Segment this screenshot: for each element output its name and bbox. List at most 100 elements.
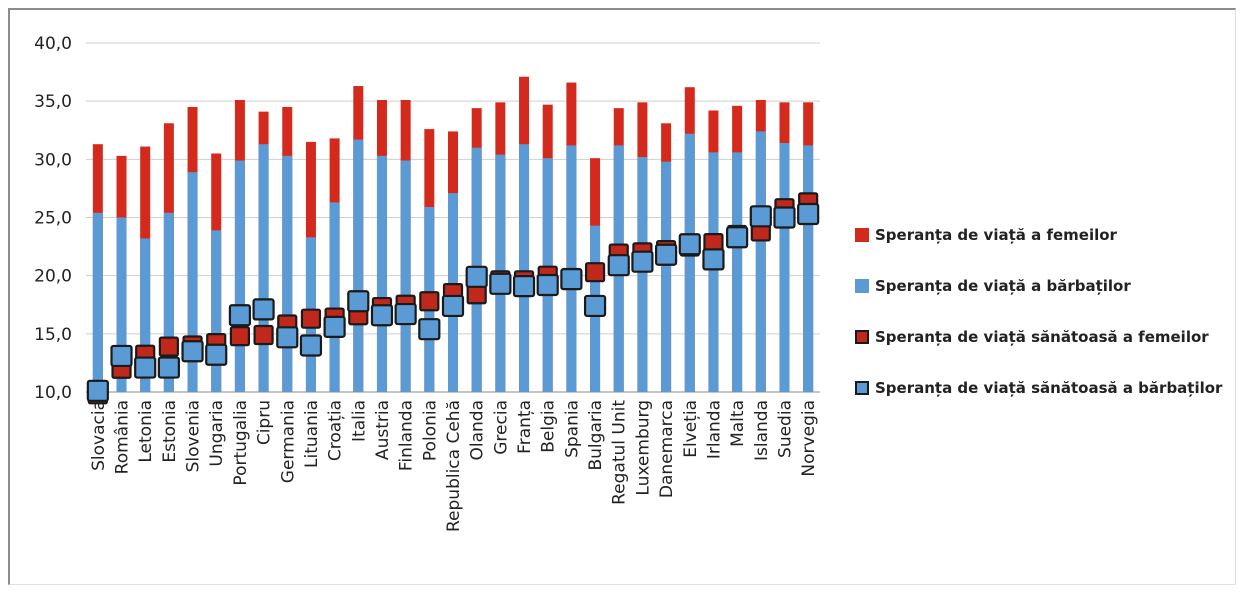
x-tick-label-finlanda: Finlanda (397, 400, 417, 471)
bar-men-elvetia (684, 133, 695, 393)
legend-item-healthy-women: Speranța de viață sănătoasă a femeilor (855, 322, 1240, 352)
y-axis-tick-labels: 10,0 15,0 20,0 25,0 30,0 35,0 40,0 (34, 34, 72, 403)
marker-healthy-men-finlanda (394, 302, 417, 326)
marker-healthy-men-polonia (418, 318, 441, 341)
marker-healthy-women-olanda (466, 284, 487, 305)
x-tick-label-elvetia: Elveția (681, 400, 701, 458)
marker-healthy-men-elvetia (678, 233, 701, 256)
bar-men-germania (282, 155, 293, 392)
bar-men-austria (376, 155, 387, 392)
bar-men-romania (116, 217, 127, 392)
marker-healthy-men-estonia (157, 356, 180, 379)
bar-men-suedia (779, 143, 790, 392)
x-tick-label-croatia: Croația (326, 400, 346, 461)
marker-healthy-men-germania (276, 326, 299, 349)
y-tick-label: 35,0 (34, 92, 72, 112)
x-tick-label-suedia: Suedia (775, 400, 795, 458)
marker-healthy-men-letonia (134, 356, 157, 379)
marker-healthy-men-slovacia (86, 379, 109, 402)
marker-healthy-men-luxemburg (631, 250, 654, 273)
bar-men-malta (732, 152, 743, 392)
y-tick-label: 25,0 (34, 209, 72, 229)
bar-men-slovacia (92, 212, 103, 392)
marker-healthy-men-austria (370, 304, 394, 327)
legend-swatch-women (855, 228, 869, 242)
bar-men-irlanda (708, 152, 719, 392)
x-tick-label-lituania: Lituania (302, 400, 322, 468)
x-tick-label-polonia: Polonia (420, 400, 440, 461)
legend-label-women: Speranța de viață a femeilor (875, 226, 1117, 244)
x-axis-category-labels: Slovacia România Letonia Estonia Slovenia Ung… (89, 400, 819, 532)
marker-healthy-men-belgia (536, 273, 559, 297)
legend-swatch-men (855, 279, 869, 293)
bar-men-cipru (258, 144, 269, 392)
x-tick-label-slovacia: Slovacia (89, 400, 109, 471)
marker-healthy-men-malta (726, 226, 749, 249)
x-tick-label-franta: Franța (515, 400, 535, 454)
y-tick-label: 30,0 (34, 150, 72, 170)
x-tick-label-belgia: Belgia (539, 400, 559, 453)
legend-label-healthy-women: Speranța de viață sănătoasă a femeilor (875, 328, 1209, 346)
x-tick-label-romania: România (113, 400, 133, 474)
x-tick-label-danemarca: Danemarca (657, 400, 677, 498)
y-tick-label: 10,0 (34, 383, 72, 403)
x-tick-label-olanda: Olanda (468, 400, 488, 461)
x-tick-label-republica-ceha: Republica Cehă (444, 400, 464, 532)
x-tick-label-islanda: Islanda (752, 400, 772, 461)
legend-item-men: Speranța de viață a bărbaților (855, 271, 1240, 301)
marker-healthy-men-portugalia (228, 304, 252, 327)
marker-healthy-men-spania (560, 268, 583, 291)
y-tick-label: 40,0 (34, 34, 72, 54)
x-tick-label-spania: Spania (562, 400, 582, 458)
marker-healthy-men-olanda (465, 265, 488, 288)
marker-healthy-women-lituania (300, 308, 322, 329)
x-tick-label-regatul-unit: Regatul Unit (610, 400, 630, 505)
marker-healthy-men-irlanda (702, 248, 725, 271)
bar-men-portugalia (234, 160, 245, 392)
bar-men-croatia (329, 202, 340, 392)
bar-men-luxemburg (637, 157, 648, 392)
marker-healthy-men-regatul-unit (607, 254, 630, 277)
x-tick-label-luxemburg: Luxemburg (633, 400, 653, 496)
marker-healthy-women-cipru (253, 324, 274, 346)
x-tick-label-grecia: Grecia (491, 400, 511, 455)
marker-healthy-men-danemarca (654, 243, 678, 266)
marker-healthy-men-franta (512, 275, 536, 298)
marker-healthy-men-grecia (489, 272, 512, 295)
bar-men-norvegia (803, 145, 814, 392)
marker-healthy-men-norvegia (797, 202, 820, 226)
bar-men-islanda (755, 131, 766, 392)
y-tick-label: 15,0 (34, 325, 72, 345)
x-tick-label-norvegia: Norvegia (799, 400, 819, 477)
marker-healthy-men-islanda (749, 205, 772, 228)
marker-healthy-men-cipru (252, 298, 275, 321)
bar-men-slovenia (187, 172, 198, 392)
x-tick-label-portugalia: Portugalia (231, 400, 251, 486)
bar-men-letonia (140, 238, 151, 392)
x-tick-label-malta: Malta (728, 400, 748, 447)
marker-healthy-men-bulgaria (583, 294, 607, 318)
legend-swatch-healthy-men (855, 381, 869, 395)
healthy-life-markers (86, 192, 820, 405)
y-tick-label: 20,0 (34, 267, 72, 287)
x-tick-label-bulgaria: Bulgaria (586, 400, 606, 471)
marker-healthy-women-portugalia (229, 326, 251, 347)
x-tick-label-slovenia: Slovenia (184, 400, 204, 472)
marker-healthy-men-croatia (323, 315, 346, 338)
x-tick-label-estonia: Estonia (160, 400, 180, 463)
marker-healthy-men-ungaria (205, 343, 228, 366)
bar-men-danemarca (661, 161, 672, 392)
marker-healthy-men-lituania (299, 334, 323, 357)
legend-item-women: Speranța de viață a femeilor (855, 220, 1240, 250)
marker-healthy-women-estonia (158, 336, 179, 357)
marker-healthy-men-slovenia (181, 340, 204, 363)
bar-men-italia (353, 139, 364, 392)
marker-healthy-men-suedia (773, 206, 796, 229)
x-tick-label-ungaria: Ungaria (207, 400, 227, 467)
marker-healthy-women-bulgaria (584, 262, 606, 283)
marker-healthy-men-italia (347, 290, 370, 313)
x-tick-label-austria: Austria (373, 400, 393, 460)
x-tick-label-irlanda: Irlanda (704, 400, 724, 459)
x-tick-label-letonia: Letonia (136, 400, 156, 463)
